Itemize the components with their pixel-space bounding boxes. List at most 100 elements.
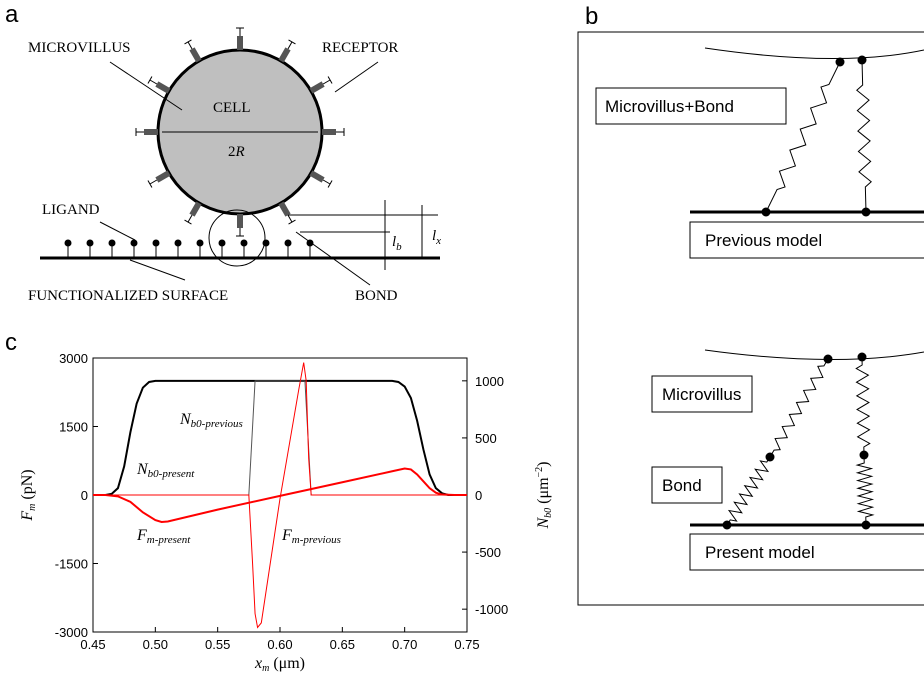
y2-axis-label: Nb0 (μm−2) <box>534 462 554 530</box>
y2-tick-label: -500 <box>475 545 501 560</box>
microvillus <box>309 81 325 94</box>
label-box <box>651 375 753 413</box>
receptor <box>147 180 153 188</box>
microvillus <box>278 47 291 63</box>
spring <box>765 61 841 213</box>
receptor <box>327 76 333 84</box>
node <box>861 520 871 530</box>
node <box>761 207 771 217</box>
pointer <box>109 61 183 111</box>
surface-label: FUNCTIONALIZED SURFACE <box>28 288 228 304</box>
node <box>722 520 732 530</box>
y2-tick-label: 1000 <box>475 374 504 389</box>
y-tick-label: 3000 <box>59 351 88 366</box>
panel-frame <box>577 31 924 606</box>
receptor <box>322 79 331 85</box>
y-axis-label: Fm (pN) <box>19 469 38 521</box>
box-label: Microvillus+Bond <box>605 97 734 116</box>
annotation-sub: b0-previous <box>191 418 243 430</box>
label-box <box>689 533 924 571</box>
annotation-sub: m-previous <box>292 534 341 546</box>
node <box>765 452 775 462</box>
pointer <box>129 259 186 281</box>
annotation: Nb0-present <box>136 461 195 480</box>
annotation-main: F <box>281 527 292 544</box>
node <box>859 450 869 460</box>
y2-tick-label: 0 <box>475 488 482 503</box>
panel-letter: a <box>5 1 19 28</box>
receptor <box>288 219 296 225</box>
annotation: Nb0-previous <box>179 411 243 430</box>
box-label: Microvillus <box>662 385 741 404</box>
y2-tick-label: -1000 <box>475 602 508 617</box>
microvillus <box>278 201 291 217</box>
panel-letter: b <box>585 3 598 30</box>
ligand <box>64 239 72 247</box>
spring <box>856 59 872 213</box>
ligand <box>284 239 292 247</box>
label-box <box>689 221 924 259</box>
node <box>857 352 867 362</box>
cell-edge <box>704 349 924 361</box>
receptor-label: RECEPTOR <box>322 40 398 56</box>
pointer <box>334 61 379 93</box>
annotation: Fm-present <box>136 527 191 546</box>
ligand <box>262 239 270 247</box>
y-tick-label: -3000 <box>55 625 88 640</box>
receptor <box>327 180 333 188</box>
diameter-label: 2R <box>228 144 245 160</box>
series-line <box>93 362 467 629</box>
ligand <box>306 239 314 247</box>
y-tick-label: 0 <box>81 488 88 503</box>
node <box>857 55 867 65</box>
microvillus <box>155 170 171 183</box>
receptor <box>287 41 293 50</box>
x-tick-label: 0.60 <box>267 637 292 652</box>
ligand <box>108 239 116 247</box>
box-label: Present model <box>705 543 815 562</box>
label-box <box>595 87 787 125</box>
receptor <box>287 214 293 223</box>
node <box>835 57 845 67</box>
microvillus <box>189 47 202 63</box>
panel-b: b Microvillus+Bond Previous model Microv… <box>577 3 924 606</box>
microvillus <box>309 170 325 183</box>
ligand <box>174 239 182 247</box>
x-tick-label: 0.75 <box>454 637 479 652</box>
x-tick-label: 0.70 <box>392 637 417 652</box>
box-label: Previous model <box>705 231 822 250</box>
ligand <box>152 239 160 247</box>
spring <box>726 456 771 526</box>
lx-label: lx <box>432 228 441 247</box>
annotation-sub: b0-present <box>148 468 196 480</box>
series-line <box>93 467 467 523</box>
spring <box>855 454 875 526</box>
receptor <box>187 214 193 223</box>
pointer <box>99 221 136 241</box>
bond-label: BOND <box>355 288 398 304</box>
receptor <box>322 179 331 185</box>
annotation-main: N <box>179 411 192 428</box>
microvillus-label: MICROVILLUS <box>28 40 131 56</box>
y-tick-label: -1500 <box>55 557 88 572</box>
annotation-main: F <box>136 527 147 544</box>
ligand <box>86 239 94 247</box>
ligand <box>130 239 138 247</box>
x-tick-label: 0.50 <box>143 637 168 652</box>
label-box <box>651 466 723 504</box>
receptor <box>147 76 153 84</box>
ligand <box>240 239 248 247</box>
x-axis-label: xm (μm) <box>254 655 305 674</box>
ligand-label: LIGAND <box>42 202 100 218</box>
ligand <box>218 239 226 247</box>
box-label: Bond <box>662 476 702 495</box>
ligand <box>196 239 204 247</box>
y2-tick-label: 500 <box>475 431 497 446</box>
annotation-main: N <box>136 461 149 478</box>
node <box>823 354 833 364</box>
receptor <box>149 179 158 185</box>
y-tick-label: 1500 <box>59 420 88 435</box>
receptor <box>149 79 158 85</box>
panel-a: a CELL 2R MICROVILLUS RECEPTOR LIGAND FU… <box>5 1 441 304</box>
